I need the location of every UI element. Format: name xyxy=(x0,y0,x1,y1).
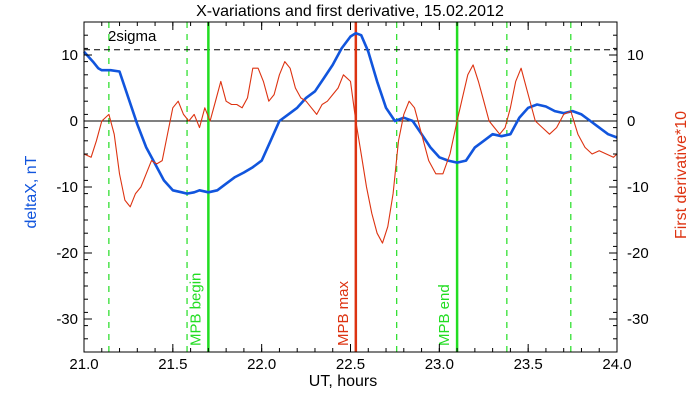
chart-title: X-variations and first derivative, 15.02… xyxy=(196,3,504,20)
x-axis-label: UT, hours xyxy=(309,373,377,390)
series-line-0 xyxy=(83,31,618,195)
x-tick-label-6: 24.0 xyxy=(602,356,631,373)
y-tick-label-left-3: -20 xyxy=(56,245,78,262)
y-tick-label-left-1: 0 xyxy=(70,113,78,130)
y-axis-label-right: First derivative*10 xyxy=(673,111,690,239)
vertical-marker-label-1: MPB max xyxy=(335,280,352,346)
y-tick-label-left-0: 10 xyxy=(61,47,78,64)
y-tick-label-right-1: 0 xyxy=(627,113,635,130)
series-line-1 xyxy=(83,61,618,244)
y-tick-label-right-0: 10 xyxy=(627,47,644,64)
x-tick-label-0: 21.0 xyxy=(69,356,98,373)
x-tick-label-2: 22.0 xyxy=(247,356,276,373)
x-tick-label-5: 23.5 xyxy=(514,356,543,373)
y-tick-label-right-3: -20 xyxy=(627,245,649,262)
x-tick-label-1: 21.5 xyxy=(158,356,187,373)
y-tick-label-right-2: -10 xyxy=(627,179,649,196)
y-tick-label-left-2: -10 xyxy=(56,179,78,196)
plot-area: MPB begin MPB max MPB end 21.0 21.5 22.0 22.5 2… xyxy=(56,21,649,373)
vertical-marker-label-2: MPB end xyxy=(436,284,453,346)
x-tick-label-3: 22.5 xyxy=(336,356,365,373)
threshold-label: 2sigma xyxy=(108,28,157,45)
x-tick-label-4: 23.0 xyxy=(425,356,454,373)
y-axis-label-left: deltaX, nT xyxy=(23,155,40,228)
y-tick-label-right-4: -30 xyxy=(627,311,649,328)
y-tick-label-left-4: -30 xyxy=(56,311,78,328)
vertical-marker-label-0: MPB begin xyxy=(187,273,204,346)
